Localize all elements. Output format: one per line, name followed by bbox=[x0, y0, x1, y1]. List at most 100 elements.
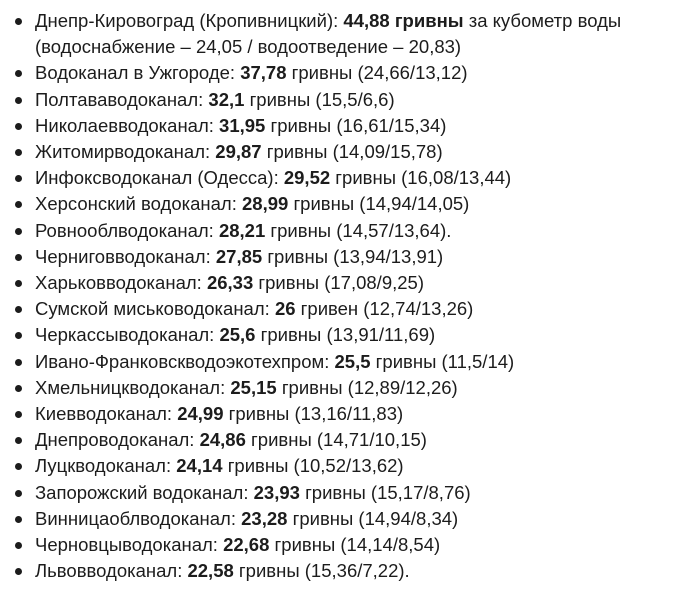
price-value: 28,21 bbox=[218, 219, 266, 241]
price-detail: гривны (14,94/8,34) bbox=[292, 507, 459, 529]
utility-name: Сумской мисьководоканал: bbox=[35, 298, 270, 320]
list-item: Запорожский водоканал: 23,93 гривны (15,… bbox=[0, 480, 680, 506]
bullet-icon bbox=[15, 332, 22, 340]
utility-name: Луцкводоканал: bbox=[35, 455, 172, 477]
price-value: 37,78 bbox=[240, 62, 287, 84]
list-item: Хмельницкводоканал: 25,15 гривны (12,89/… bbox=[0, 375, 680, 401]
price-detail: гривен (12,74/13,26) bbox=[300, 298, 474, 320]
price-detail: за кубометр воды (водоснабжение – 24,05 … bbox=[35, 10, 622, 58]
price-detail: гривны (14,94/14,05) bbox=[293, 193, 470, 215]
price-value: 26,33 bbox=[206, 272, 254, 294]
utility-name: Полтававодоканал: bbox=[35, 88, 204, 110]
utility-name: Львовводоканал: bbox=[35, 560, 183, 582]
price-value: 23,28 bbox=[241, 507, 288, 529]
bullet-icon bbox=[15, 18, 22, 25]
utility-name: Черкассыводоканал: bbox=[35, 324, 215, 346]
price-value: 24,14 bbox=[176, 455, 223, 477]
bullet-icon bbox=[15, 542, 22, 550]
list-item: Полтававодоканал: 32,1 гривны (15,5/6,6) bbox=[0, 87, 680, 113]
price-detail: гривны (14,09/15,78) bbox=[266, 141, 443, 163]
bullet-icon bbox=[15, 384, 22, 392]
bullet-icon bbox=[15, 306, 22, 314]
utility-name: Херсонский водоканал: bbox=[35, 193, 237, 215]
bullet-icon bbox=[15, 227, 22, 235]
utility-name: Днепроводоканал: bbox=[35, 429, 195, 451]
price-detail: гривны (14,71/10,15) bbox=[251, 429, 427, 451]
price-value: 31,95 bbox=[219, 114, 266, 136]
bullet-icon bbox=[15, 515, 22, 523]
price-value: 32,1 bbox=[208, 88, 245, 110]
price-value: 44,88 гривны bbox=[343, 10, 464, 31]
list-item: Днепроводоканал: 24,86 гривны (14,71/10,… bbox=[0, 427, 680, 453]
price-value: 25,15 bbox=[230, 376, 277, 398]
bullet-icon bbox=[15, 437, 22, 445]
list-item: Ивано-Франковскводоэкотехпром: 25,5 грив… bbox=[0, 349, 680, 375]
bullet-icon bbox=[15, 201, 22, 209]
list-item: Черкассыводоканал: 25,6 гривны (13,91/11… bbox=[0, 322, 680, 348]
list-item: Львовводоканал: 22,58 гривны (15,36/7,22… bbox=[0, 558, 680, 584]
price-detail: гривны (13,91/11,69) bbox=[260, 324, 436, 346]
utility-name: Запорожский водоканал: bbox=[35, 481, 249, 503]
utility-name: Харьковводоканал: bbox=[35, 272, 202, 294]
list-item: Киевводоканал: 24,99 гривны (13,16/11,83… bbox=[0, 401, 680, 427]
price-detail: гривны (24,66/13,12) bbox=[291, 62, 468, 84]
list-item: Днепр-Кировоград (Кропивницкий): 44,88 г… bbox=[0, 8, 675, 60]
utility-name: Хмельницкводоканал: bbox=[35, 376, 226, 398]
price-value: 29,87 bbox=[215, 141, 262, 163]
bullet-icon bbox=[15, 253, 22, 261]
price-detail: гривны (16,08/13,44) bbox=[335, 167, 512, 189]
list-item: Водоканал в Ужгороде: 37,78 гривны (24,6… bbox=[0, 60, 680, 86]
price-detail: гривны (14,57/13,64). bbox=[270, 219, 452, 241]
bullet-icon bbox=[15, 568, 22, 576]
utility-name: Ровнооблводоканал: bbox=[35, 219, 214, 241]
price-detail: гривны (11,5/14) bbox=[375, 350, 515, 372]
list-item: Инфоксводоканал (Одесса): 29,52 гривны (… bbox=[0, 165, 680, 191]
list-item: Житомирводоканал: 29,87 гривны (14,09/15… bbox=[0, 139, 680, 165]
bullet-icon bbox=[15, 175, 22, 183]
list-item: Черниговводоканал: 27,85 гривны (13,94/1… bbox=[0, 244, 680, 270]
utility-name: Днепр-Кировоград (Кропивницкий): bbox=[35, 10, 339, 31]
price-value: 22,58 bbox=[187, 560, 234, 582]
price-detail: гривны (13,94/13,91) bbox=[267, 245, 444, 267]
price-value: 24,86 bbox=[199, 429, 246, 451]
list-item: Луцкводоканал: 24,14 гривны (10,52/13,62… bbox=[0, 453, 680, 479]
bullet-icon bbox=[15, 70, 22, 78]
price-detail: гривны (15,36/7,22). bbox=[238, 560, 410, 582]
price-detail: гривны (17,08/9,25) bbox=[258, 272, 424, 294]
utility-name: Ивано-Франковскводоэкотехпром: bbox=[35, 350, 330, 372]
list-item: Харьковводоканал: 26,33 гривны (17,08/9,… bbox=[0, 270, 680, 296]
bullet-icon bbox=[15, 149, 22, 157]
price-detail: гривны (14,14/8,54) bbox=[274, 534, 441, 556]
tariff-list: Днепр-Кировоград (Кропивницкий): 44,88 г… bbox=[0, 8, 680, 584]
utility-name: Инфоксводоканал (Одесса): bbox=[35, 167, 279, 189]
utility-name: Киевводоканал: bbox=[35, 403, 173, 425]
price-detail: гривны (12,89/12,26) bbox=[281, 376, 458, 398]
utility-name: Житомирводоканал: bbox=[35, 141, 211, 163]
price-value: 24,99 bbox=[177, 403, 224, 425]
price-value: 27,85 bbox=[215, 245, 263, 267]
price-value: 23,93 bbox=[253, 481, 300, 503]
bullet-icon bbox=[15, 411, 22, 419]
bullet-icon bbox=[15, 96, 22, 104]
list-item: Ровнооблводоканал: 28,21 гривны (14,57/1… bbox=[0, 218, 680, 244]
bullet-icon bbox=[15, 122, 22, 130]
bullet-icon bbox=[15, 358, 22, 366]
price-value: 28,99 bbox=[242, 193, 289, 215]
list-item: Винницаоблводоканал: 23,28 гривны (14,94… bbox=[0, 506, 680, 532]
utility-name: Водоканал в Ужгороде: bbox=[35, 62, 236, 84]
bullet-icon bbox=[15, 489, 22, 497]
utility-name: Черниговводоканал: bbox=[35, 245, 211, 267]
utility-name: Черновцыводоканал: bbox=[35, 534, 218, 556]
price-detail: гривны (10,52/13,62) bbox=[227, 455, 404, 477]
price-detail: гривны (15,5/6,6) bbox=[249, 88, 395, 110]
bullet-icon bbox=[15, 280, 22, 288]
price-value: 25,5 bbox=[334, 350, 371, 372]
price-value: 26 bbox=[274, 298, 296, 320]
utility-name: Винницаоблводоканал: bbox=[35, 507, 236, 529]
price-value: 25,6 bbox=[219, 324, 256, 346]
price-value: 22,68 bbox=[223, 534, 270, 556]
price-detail: гривны (13,16/11,83) bbox=[228, 403, 404, 425]
list-item: Николаевводоканал: 31,95 гривны (16,61/1… bbox=[0, 113, 680, 139]
price-detail: гривны (15,17/8,76) bbox=[305, 481, 471, 503]
utility-name: Николаевводоканал: bbox=[35, 114, 214, 136]
